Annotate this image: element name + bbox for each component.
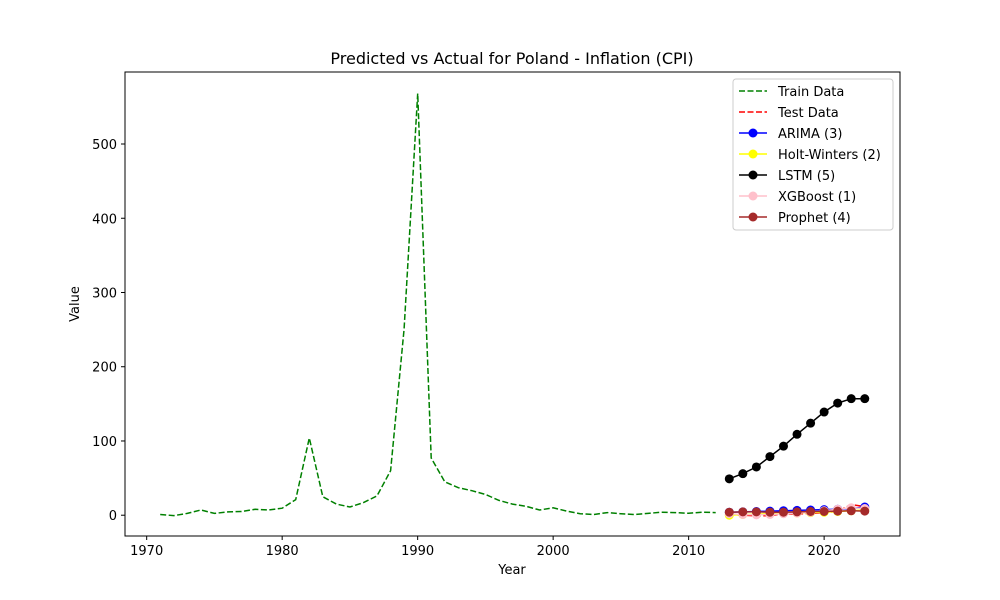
- x-tick-label: 1990: [401, 544, 434, 559]
- series-point-lstm-5: [778, 441, 788, 451]
- legend-label-arima-3: ARIMA (3): [778, 127, 842, 142]
- legend-marker-arima-3: [748, 128, 758, 138]
- y-tick-label: 0: [109, 509, 117, 524]
- x-tick-label: 1980: [266, 544, 299, 559]
- legend-label-lstm-5: LSTM (5): [778, 169, 835, 184]
- series-point-prophet-4: [806, 507, 816, 517]
- x-tick-label: 2020: [808, 544, 841, 559]
- series-point-lstm-5: [806, 418, 816, 428]
- series-point-prophet-4: [860, 506, 870, 516]
- series-point-prophet-4: [833, 506, 843, 516]
- legend-label-test-data: Test Data: [777, 106, 839, 121]
- legend-label-holt-winters-2: Holt-Winters (2): [778, 148, 881, 163]
- series-line-train-data: [160, 93, 716, 517]
- series-point-prophet-4: [819, 507, 829, 517]
- series-point-prophet-4: [751, 507, 761, 517]
- legend-marker-holt-winters-2: [748, 149, 758, 159]
- x-tick-label: 2000: [537, 544, 570, 559]
- legend: Train Data Test Data ARIMA (3) Holt-Winters…: [732, 78, 894, 231]
- series-point-prophet-4: [724, 507, 734, 517]
- legend-label-xgboost-1: XGBoost (1): [778, 190, 856, 205]
- plot-frame: [124, 71, 901, 537]
- y-tick-label: 400: [92, 212, 117, 227]
- legend-box: [732, 78, 894, 231]
- series-point-prophet-4: [738, 507, 748, 517]
- y-tick-label: 500: [92, 138, 117, 153]
- series-point-lstm-5: [765, 452, 775, 462]
- series-point-prophet-4: [792, 507, 802, 517]
- legend-label-train-data: Train Data: [777, 85, 844, 100]
- series-point-lstm-5: [860, 394, 870, 404]
- y-tick-label: 100: [92, 435, 117, 450]
- series-point-lstm-5: [846, 394, 856, 404]
- legend-label-prophet-4: Prophet (4): [778, 211, 851, 226]
- legend-marker-prophet-4: [748, 212, 758, 222]
- y-tick-label: 200: [92, 361, 117, 376]
- y-axis-label: Value: [68, 286, 83, 322]
- series-point-lstm-5: [738, 469, 748, 479]
- series-point-lstm-5: [751, 462, 761, 472]
- x-tick-label: 1970: [130, 544, 163, 559]
- series-point-lstm-5: [833, 398, 843, 408]
- series-point-prophet-4: [846, 506, 856, 516]
- axes: 1970 1980 1990 2000 2010 2020 0 100 200 300 400 500: [92, 138, 841, 559]
- chart-title: Predicted vs Actual for Poland - Inflati…: [330, 49, 693, 68]
- legend-marker-xgboost-1: [748, 191, 758, 201]
- series-point-prophet-4: [765, 507, 775, 517]
- legend-marker-lstm-5: [748, 170, 758, 180]
- series-point-lstm-5: [819, 407, 829, 417]
- x-axis-label: Year: [497, 563, 526, 578]
- y-tick-label: 300: [92, 286, 117, 301]
- series-group: [160, 93, 870, 520]
- series-point-prophet-4: [778, 507, 788, 517]
- x-tick-label: 2010: [672, 544, 705, 559]
- plot-area: [160, 93, 870, 520]
- series-point-lstm-5: [792, 429, 802, 439]
- series-point-lstm-5: [724, 474, 734, 484]
